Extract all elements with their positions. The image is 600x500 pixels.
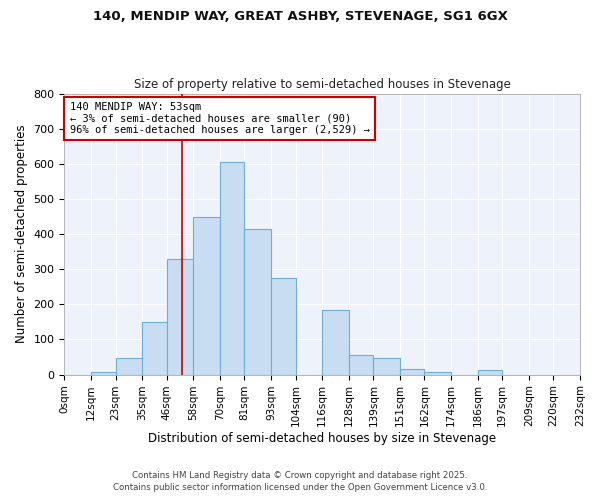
- Bar: [424, 372, 451, 374]
- Text: Contains public sector information licensed under the Open Government Licence v3: Contains public sector information licen…: [113, 484, 487, 492]
- X-axis label: Distribution of semi-detached houses by size in Stevenage: Distribution of semi-detached houses by …: [148, 432, 496, 445]
- Bar: [400, 368, 424, 374]
- Text: 140 MENDIP WAY: 53sqm
← 3% of semi-detached houses are smaller (90)
96% of semi-: 140 MENDIP WAY: 53sqm ← 3% of semi-detac…: [70, 102, 370, 135]
- Bar: [244, 229, 271, 374]
- Bar: [271, 278, 296, 374]
- Bar: [478, 370, 502, 374]
- Bar: [349, 356, 373, 374]
- Bar: [373, 358, 400, 374]
- Bar: [220, 162, 244, 374]
- Bar: [116, 358, 142, 374]
- Bar: [322, 310, 349, 374]
- Bar: [167, 258, 193, 374]
- Bar: [91, 372, 116, 374]
- Bar: [142, 322, 167, 374]
- Text: 140, MENDIP WAY, GREAT ASHBY, STEVENAGE, SG1 6GX: 140, MENDIP WAY, GREAT ASHBY, STEVENAGE,…: [92, 10, 508, 23]
- Title: Size of property relative to semi-detached houses in Stevenage: Size of property relative to semi-detach…: [134, 78, 511, 91]
- Y-axis label: Number of semi-detached properties: Number of semi-detached properties: [15, 125, 28, 344]
- Text: Contains HM Land Registry data © Crown copyright and database right 2025.: Contains HM Land Registry data © Crown c…: [132, 471, 468, 480]
- Bar: [193, 216, 220, 374]
